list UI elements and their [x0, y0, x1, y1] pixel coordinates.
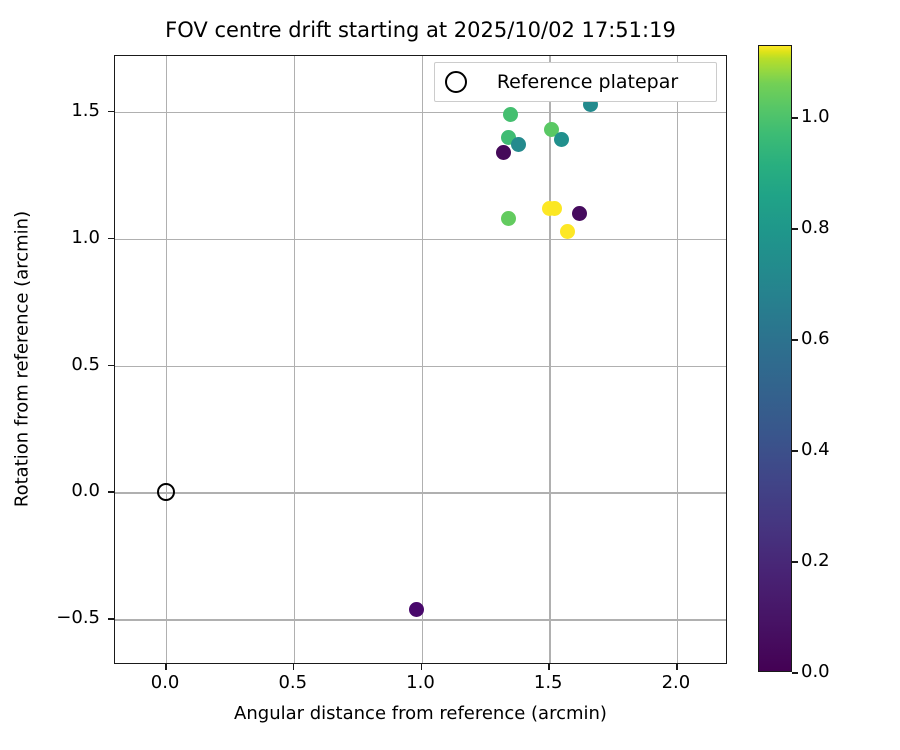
colorbar-tick-label: 1.0 [801, 106, 830, 128]
scatter-point [559, 223, 575, 239]
x-tick-label: 2.0 [661, 672, 691, 693]
gridline-vertical [293, 56, 296, 663]
y-tick-label: 0.0 [71, 480, 100, 502]
plot-area [114, 55, 727, 664]
x-axis-label: Angular distance from reference (arcmin) [234, 703, 607, 724]
scatter-point [511, 137, 527, 153]
x-tick-mark [165, 664, 167, 670]
legend-item-label: Reference platepar [496, 71, 679, 93]
y-tick-mark [108, 618, 114, 620]
x-tick-label: 1.5 [533, 672, 563, 693]
gridline-horizontal [115, 365, 726, 367]
chart-title: FOV centre drift starting at 2025/10/02 … [165, 18, 676, 42]
x-tick-label: 0.0 [150, 672, 180, 693]
gridline-horizontal [115, 619, 726, 621]
x-tick-mark [548, 664, 550, 670]
colorbar-tick-label: 0.2 [801, 550, 830, 572]
gridline-vertical [166, 56, 168, 663]
gridline-horizontal [115, 238, 726, 241]
scatter-point [503, 106, 519, 122]
y-axis-label: Rotation from reference (arcmin) [11, 210, 33, 508]
x-tick-mark [675, 664, 678, 670]
y-tick-mark [108, 237, 114, 240]
y-tick-label: 1.5 [71, 99, 100, 121]
colorbar-gradient [758, 45, 792, 672]
gridline-vertical [549, 56, 551, 663]
x-tick-mark [420, 664, 423, 670]
colorbar-tick-mark [792, 672, 798, 674]
x-tick-label: 1.0 [406, 672, 435, 693]
scatter-point [572, 205, 588, 221]
scatter-point [546, 200, 562, 216]
y-tick-label: 0.5 [71, 353, 100, 375]
colorbar-tick-mark [792, 561, 798, 563]
scatter-point [554, 132, 570, 148]
colorbar-tick-mark [792, 228, 798, 230]
colorbar-tick-mark [792, 117, 798, 119]
colorbar-tick-mark [792, 450, 798, 452]
colorbar-tick-label: 0.8 [801, 217, 830, 239]
scatter-point [408, 601, 424, 617]
gridline-vertical [421, 56, 423, 663]
y-tick-mark [108, 364, 114, 367]
scatter-points-layer [115, 56, 726, 663]
colorbar-tick-mark [792, 339, 798, 341]
colorbar-tick-label: 0.0 [801, 661, 830, 682]
y-tick-label: −0.5 [56, 607, 100, 629]
chart-legend: Reference platepar [434, 62, 717, 102]
reference-platepar-marker-icon [445, 71, 467, 93]
gridline-vertical [676, 56, 679, 663]
x-tick-mark [292, 664, 295, 670]
gridline-horizontal [115, 111, 726, 114]
x-tick-label: 0.5 [278, 672, 308, 693]
scatter-point [500, 210, 516, 226]
y-tick-label: 1.0 [71, 226, 100, 248]
y-tick-mark [108, 491, 114, 494]
grid-layer [115, 56, 726, 663]
colorbar-tick-label: 0.6 [801, 328, 830, 350]
y-tick-mark [108, 110, 114, 113]
colorbar-tick-label: 0.4 [801, 439, 830, 461]
scatter-point [495, 144, 511, 160]
reference-platepar-point [157, 483, 176, 502]
gridline-horizontal [115, 492, 726, 494]
